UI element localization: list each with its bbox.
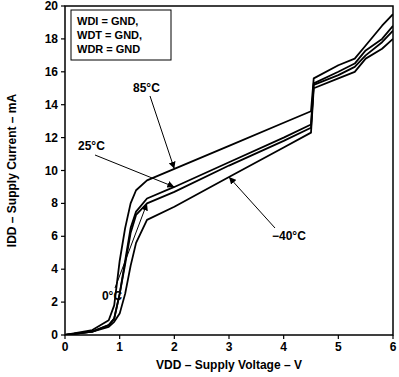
- callout-arrow: [150, 96, 174, 169]
- y-tick: [61, 71, 65, 72]
- x-tick: [119, 335, 120, 339]
- y-tick: [61, 104, 65, 105]
- y-tick: [61, 334, 65, 335]
- y-tick-label: 6: [51, 229, 58, 243]
- y-tick-label: 8: [51, 196, 58, 210]
- series-line: [65, 31, 393, 335]
- x-tick-label: 5: [335, 340, 342, 354]
- chart: 012345602468101214161820VDD – Supply Vol…: [0, 0, 399, 377]
- y-tick: [61, 236, 65, 237]
- x-tick: [174, 335, 175, 339]
- x-tick-label: 0: [62, 340, 69, 354]
- y-tick: [61, 269, 65, 270]
- x-axis-label: VDD – Supply Voltage – V: [156, 358, 302, 372]
- annotation-text: WDT = GND,: [77, 29, 142, 41]
- y-tick-label: 10: [45, 164, 59, 178]
- annotation-text: WDI = GND,: [77, 15, 138, 27]
- y-tick-label: 4: [51, 262, 58, 276]
- y-tick: [61, 302, 65, 303]
- series-group: [65, 14, 393, 335]
- callout-arrow: [229, 177, 275, 228]
- series-line: [65, 14, 393, 335]
- x-tick: [392, 335, 393, 339]
- plot-frame: [65, 6, 393, 335]
- series-label: −40°C: [272, 229, 306, 243]
- y-tick: [61, 5, 65, 6]
- y-tick: [61, 38, 65, 39]
- series-line: [65, 26, 393, 335]
- y-tick-label: 14: [45, 98, 59, 112]
- x-tick: [228, 335, 229, 339]
- y-tick-label: 2: [51, 295, 58, 309]
- annotation-box: WDI = GND, WDT = GND, WDR = GND: [71, 10, 171, 60]
- series-line: [65, 39, 393, 335]
- y-tick-label: 20: [45, 0, 59, 13]
- x-tick: [338, 335, 339, 339]
- x-tick-label: 3: [226, 340, 233, 354]
- y-tick-label: 16: [45, 65, 59, 79]
- series-label: 25°C: [78, 139, 105, 153]
- y-tick-label: 0: [51, 328, 58, 342]
- annotation-text: WDR = GND: [77, 43, 140, 55]
- annotation-frame: [71, 10, 171, 60]
- y-tick: [61, 137, 65, 138]
- callout-arrow: [115, 203, 147, 288]
- callout-arrow: [95, 155, 174, 187]
- series-label: 0°C: [102, 289, 122, 303]
- x-tick: [283, 335, 284, 339]
- x-tick-label: 2: [171, 340, 178, 354]
- x-tick-label: 1: [116, 340, 123, 354]
- x-tick-label: 6: [390, 340, 397, 354]
- y-tick: [61, 170, 65, 171]
- x-tick-label: 4: [280, 340, 287, 354]
- y-tick: [61, 203, 65, 204]
- y-axis-label: IDD – Supply Current – mA: [5, 93, 19, 247]
- series-label: 85°C: [133, 81, 160, 95]
- y-tick-label: 12: [45, 131, 59, 145]
- y-tick-label: 18: [45, 32, 59, 46]
